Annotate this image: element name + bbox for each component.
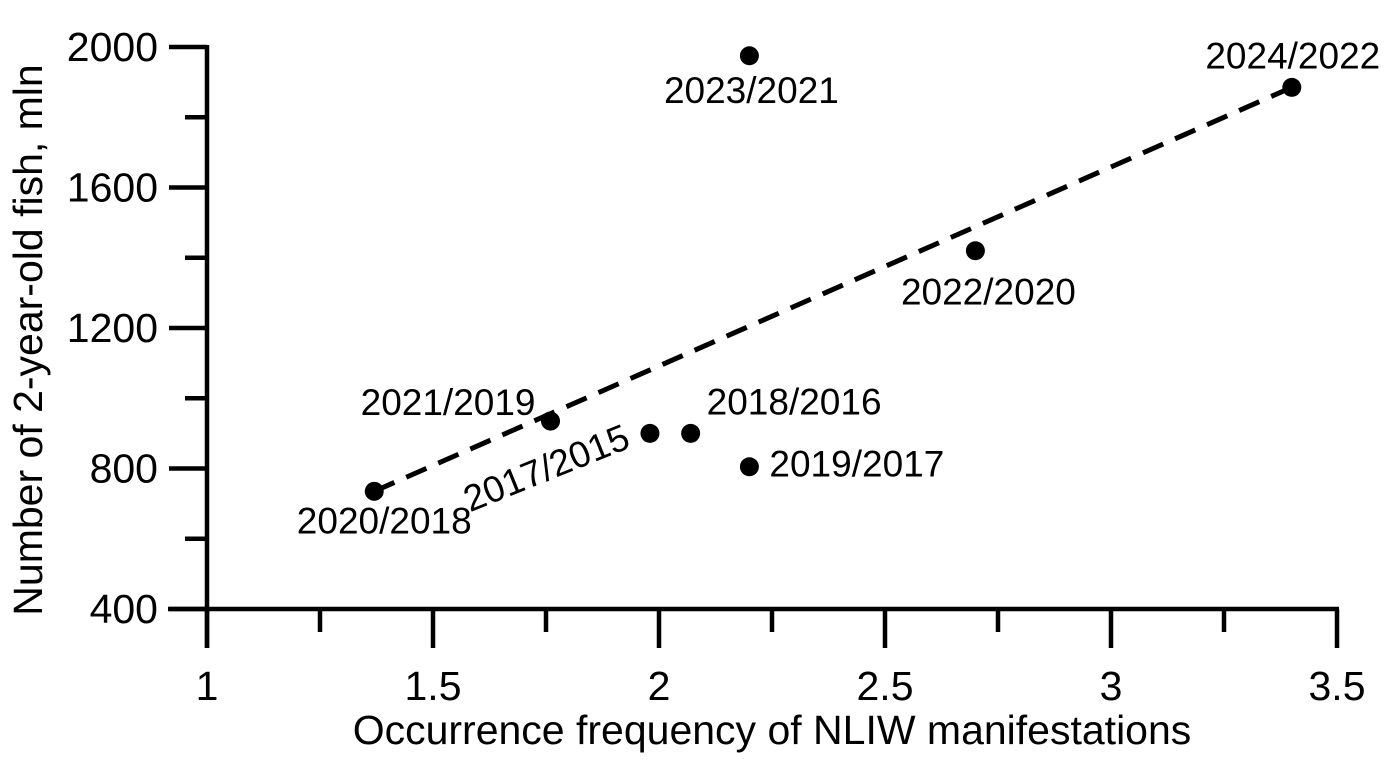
y-axis-title: Number of 2-year-old fish, mln — [5, 64, 51, 615]
x-tick-label: 3 — [1100, 663, 1123, 709]
y-tick-label: 800 — [90, 446, 158, 492]
data-point — [640, 423, 660, 443]
trend-line — [373, 85, 1293, 494]
x-tick-label: 2 — [648, 663, 671, 709]
data-point — [541, 411, 561, 431]
data-point-label: 2022/2020 — [901, 272, 1076, 313]
x-tick-label: 1 — [196, 663, 219, 709]
data-point — [681, 423, 701, 443]
x-axis-title: Occurrence frequency of NLIW manifestati… — [353, 707, 1192, 753]
axis-ticks — [169, 44, 1340, 648]
data-points — [364, 46, 1302, 501]
y-tick-label: 400 — [90, 586, 158, 632]
data-point-label: 2018/2016 — [707, 381, 882, 422]
data-point — [739, 457, 759, 477]
data-point — [739, 46, 759, 66]
data-point-label: 2019/2017 — [769, 444, 944, 485]
data-point-label: 2021/2019 — [361, 382, 536, 423]
y-tick-label: 1200 — [67, 305, 158, 351]
data-point — [965, 241, 985, 261]
x-tick-label: 1.5 — [405, 663, 462, 709]
data-point — [364, 481, 384, 501]
data-point-label: 2017/2015 — [458, 416, 636, 520]
axes — [168, 45, 1339, 648]
y-tick-label: 2000 — [67, 24, 158, 70]
data-point-label: 2023/2021 — [664, 70, 839, 111]
axis-tick-labels: 1 1.5 2 2.5 3 3.5 400 800 1200 1600 2000 — [67, 24, 1366, 709]
x-tick-label: 3.5 — [1309, 663, 1366, 709]
x-tick-label: 2.5 — [857, 663, 914, 709]
trend-line-group — [373, 85, 1293, 494]
data-point — [1282, 77, 1302, 97]
data-point-label: 2020/2018 — [297, 500, 472, 541]
data-point-label: 2024/2022 — [1205, 35, 1380, 76]
y-tick-label: 1600 — [67, 165, 158, 211]
